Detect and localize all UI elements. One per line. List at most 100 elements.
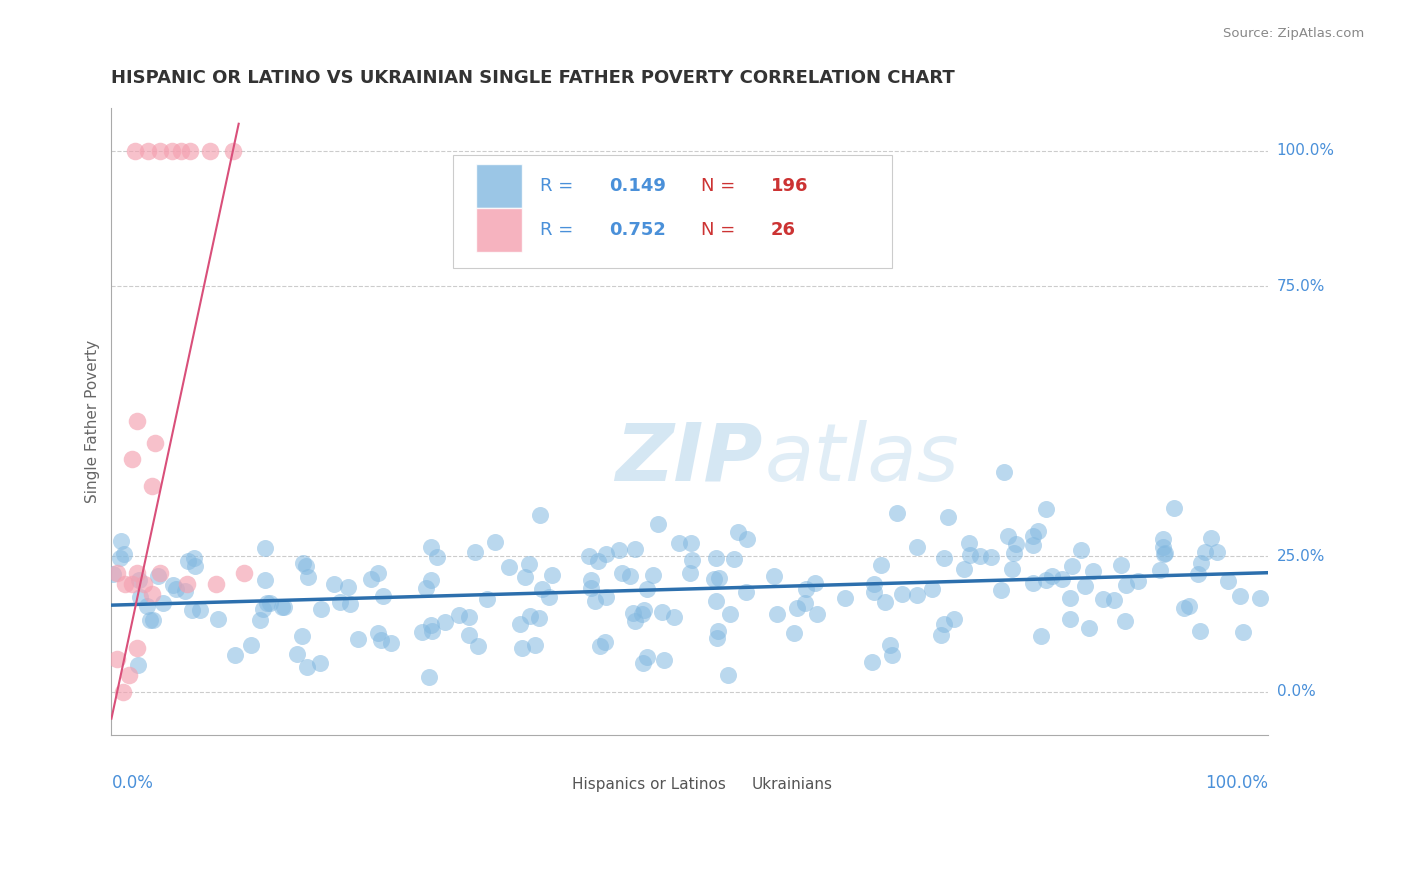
Text: 0.149: 0.149 bbox=[609, 177, 666, 195]
Point bbox=[786, 601, 808, 615]
Text: Hispanics or Latinos: Hispanics or Latinos bbox=[572, 777, 725, 792]
Point bbox=[1152, 533, 1174, 547]
Point bbox=[1070, 543, 1092, 558]
Point bbox=[1062, 559, 1084, 574]
Point bbox=[270, 599, 292, 614]
Point bbox=[233, 566, 256, 580]
Point bbox=[706, 632, 728, 646]
Point bbox=[929, 628, 952, 642]
Point bbox=[957, 535, 980, 549]
Point bbox=[127, 657, 149, 672]
Point bbox=[942, 612, 965, 626]
Point bbox=[129, 590, 152, 604]
Point bbox=[118, 668, 141, 682]
Point bbox=[411, 624, 433, 639]
Point bbox=[367, 566, 389, 581]
Point bbox=[1059, 591, 1081, 605]
Point bbox=[886, 506, 908, 520]
Point bbox=[112, 547, 135, 561]
Text: 100.0%: 100.0% bbox=[1277, 144, 1334, 158]
Point bbox=[969, 549, 991, 563]
Point bbox=[1031, 629, 1053, 643]
Point bbox=[132, 576, 155, 591]
Point bbox=[433, 615, 456, 629]
Point bbox=[707, 571, 730, 585]
Point bbox=[204, 576, 226, 591]
Point bbox=[531, 582, 554, 596]
Point bbox=[834, 591, 856, 606]
Point bbox=[1126, 574, 1149, 589]
Point bbox=[932, 616, 955, 631]
Point bbox=[1153, 547, 1175, 561]
Point bbox=[1074, 579, 1097, 593]
Point bbox=[373, 589, 395, 603]
Point bbox=[621, 606, 644, 620]
Text: N =: N = bbox=[702, 177, 741, 195]
Point bbox=[285, 648, 308, 662]
Text: Source: ZipAtlas.com: Source: ZipAtlas.com bbox=[1223, 27, 1364, 40]
Point bbox=[1152, 540, 1174, 554]
Point bbox=[1115, 578, 1137, 592]
Point bbox=[1114, 614, 1136, 628]
Point bbox=[105, 566, 128, 580]
Point bbox=[1149, 563, 1171, 577]
Point bbox=[997, 528, 1019, 542]
Point bbox=[457, 610, 479, 624]
Point bbox=[145, 435, 167, 450]
Text: R =: R = bbox=[540, 221, 578, 239]
Point bbox=[882, 648, 904, 663]
Point bbox=[595, 590, 617, 604]
Point bbox=[529, 508, 551, 522]
Point bbox=[184, 558, 207, 573]
Point bbox=[1050, 572, 1073, 586]
Point bbox=[993, 465, 1015, 479]
Point bbox=[727, 525, 749, 540]
Point bbox=[1022, 576, 1045, 591]
Point bbox=[110, 534, 132, 549]
Point bbox=[578, 549, 600, 564]
FancyBboxPatch shape bbox=[475, 208, 522, 252]
Point bbox=[475, 592, 498, 607]
Point bbox=[806, 607, 828, 622]
Point bbox=[179, 144, 201, 158]
Point bbox=[198, 144, 221, 158]
Point bbox=[523, 638, 546, 652]
Point bbox=[647, 516, 669, 531]
Point bbox=[128, 573, 150, 587]
FancyBboxPatch shape bbox=[527, 775, 561, 794]
Point bbox=[1026, 524, 1049, 538]
Point bbox=[162, 578, 184, 592]
Point bbox=[259, 596, 281, 610]
Point bbox=[291, 556, 314, 570]
Text: ZIP: ZIP bbox=[614, 420, 762, 498]
Point bbox=[703, 573, 725, 587]
FancyBboxPatch shape bbox=[707, 775, 740, 794]
Point bbox=[1091, 591, 1114, 606]
Point bbox=[921, 582, 943, 596]
Point bbox=[419, 617, 441, 632]
Point bbox=[662, 610, 685, 624]
Point bbox=[668, 536, 690, 550]
Point bbox=[681, 552, 703, 566]
Point bbox=[295, 659, 318, 673]
Point bbox=[612, 566, 634, 580]
Point bbox=[176, 576, 198, 591]
Point bbox=[1109, 558, 1132, 573]
FancyBboxPatch shape bbox=[453, 154, 893, 268]
Text: 0.0%: 0.0% bbox=[111, 774, 153, 792]
Point bbox=[1102, 593, 1125, 607]
Point bbox=[517, 557, 540, 571]
Point bbox=[105, 652, 128, 666]
Point bbox=[240, 638, 263, 652]
Point bbox=[1194, 545, 1216, 559]
Point bbox=[980, 549, 1002, 564]
Point bbox=[464, 545, 486, 559]
Point bbox=[624, 542, 647, 557]
Point bbox=[619, 568, 641, 582]
Point bbox=[794, 582, 817, 596]
Point bbox=[527, 610, 550, 624]
Point bbox=[420, 541, 443, 555]
Point bbox=[1035, 573, 1057, 587]
Point bbox=[1189, 556, 1212, 570]
Point bbox=[783, 626, 806, 640]
